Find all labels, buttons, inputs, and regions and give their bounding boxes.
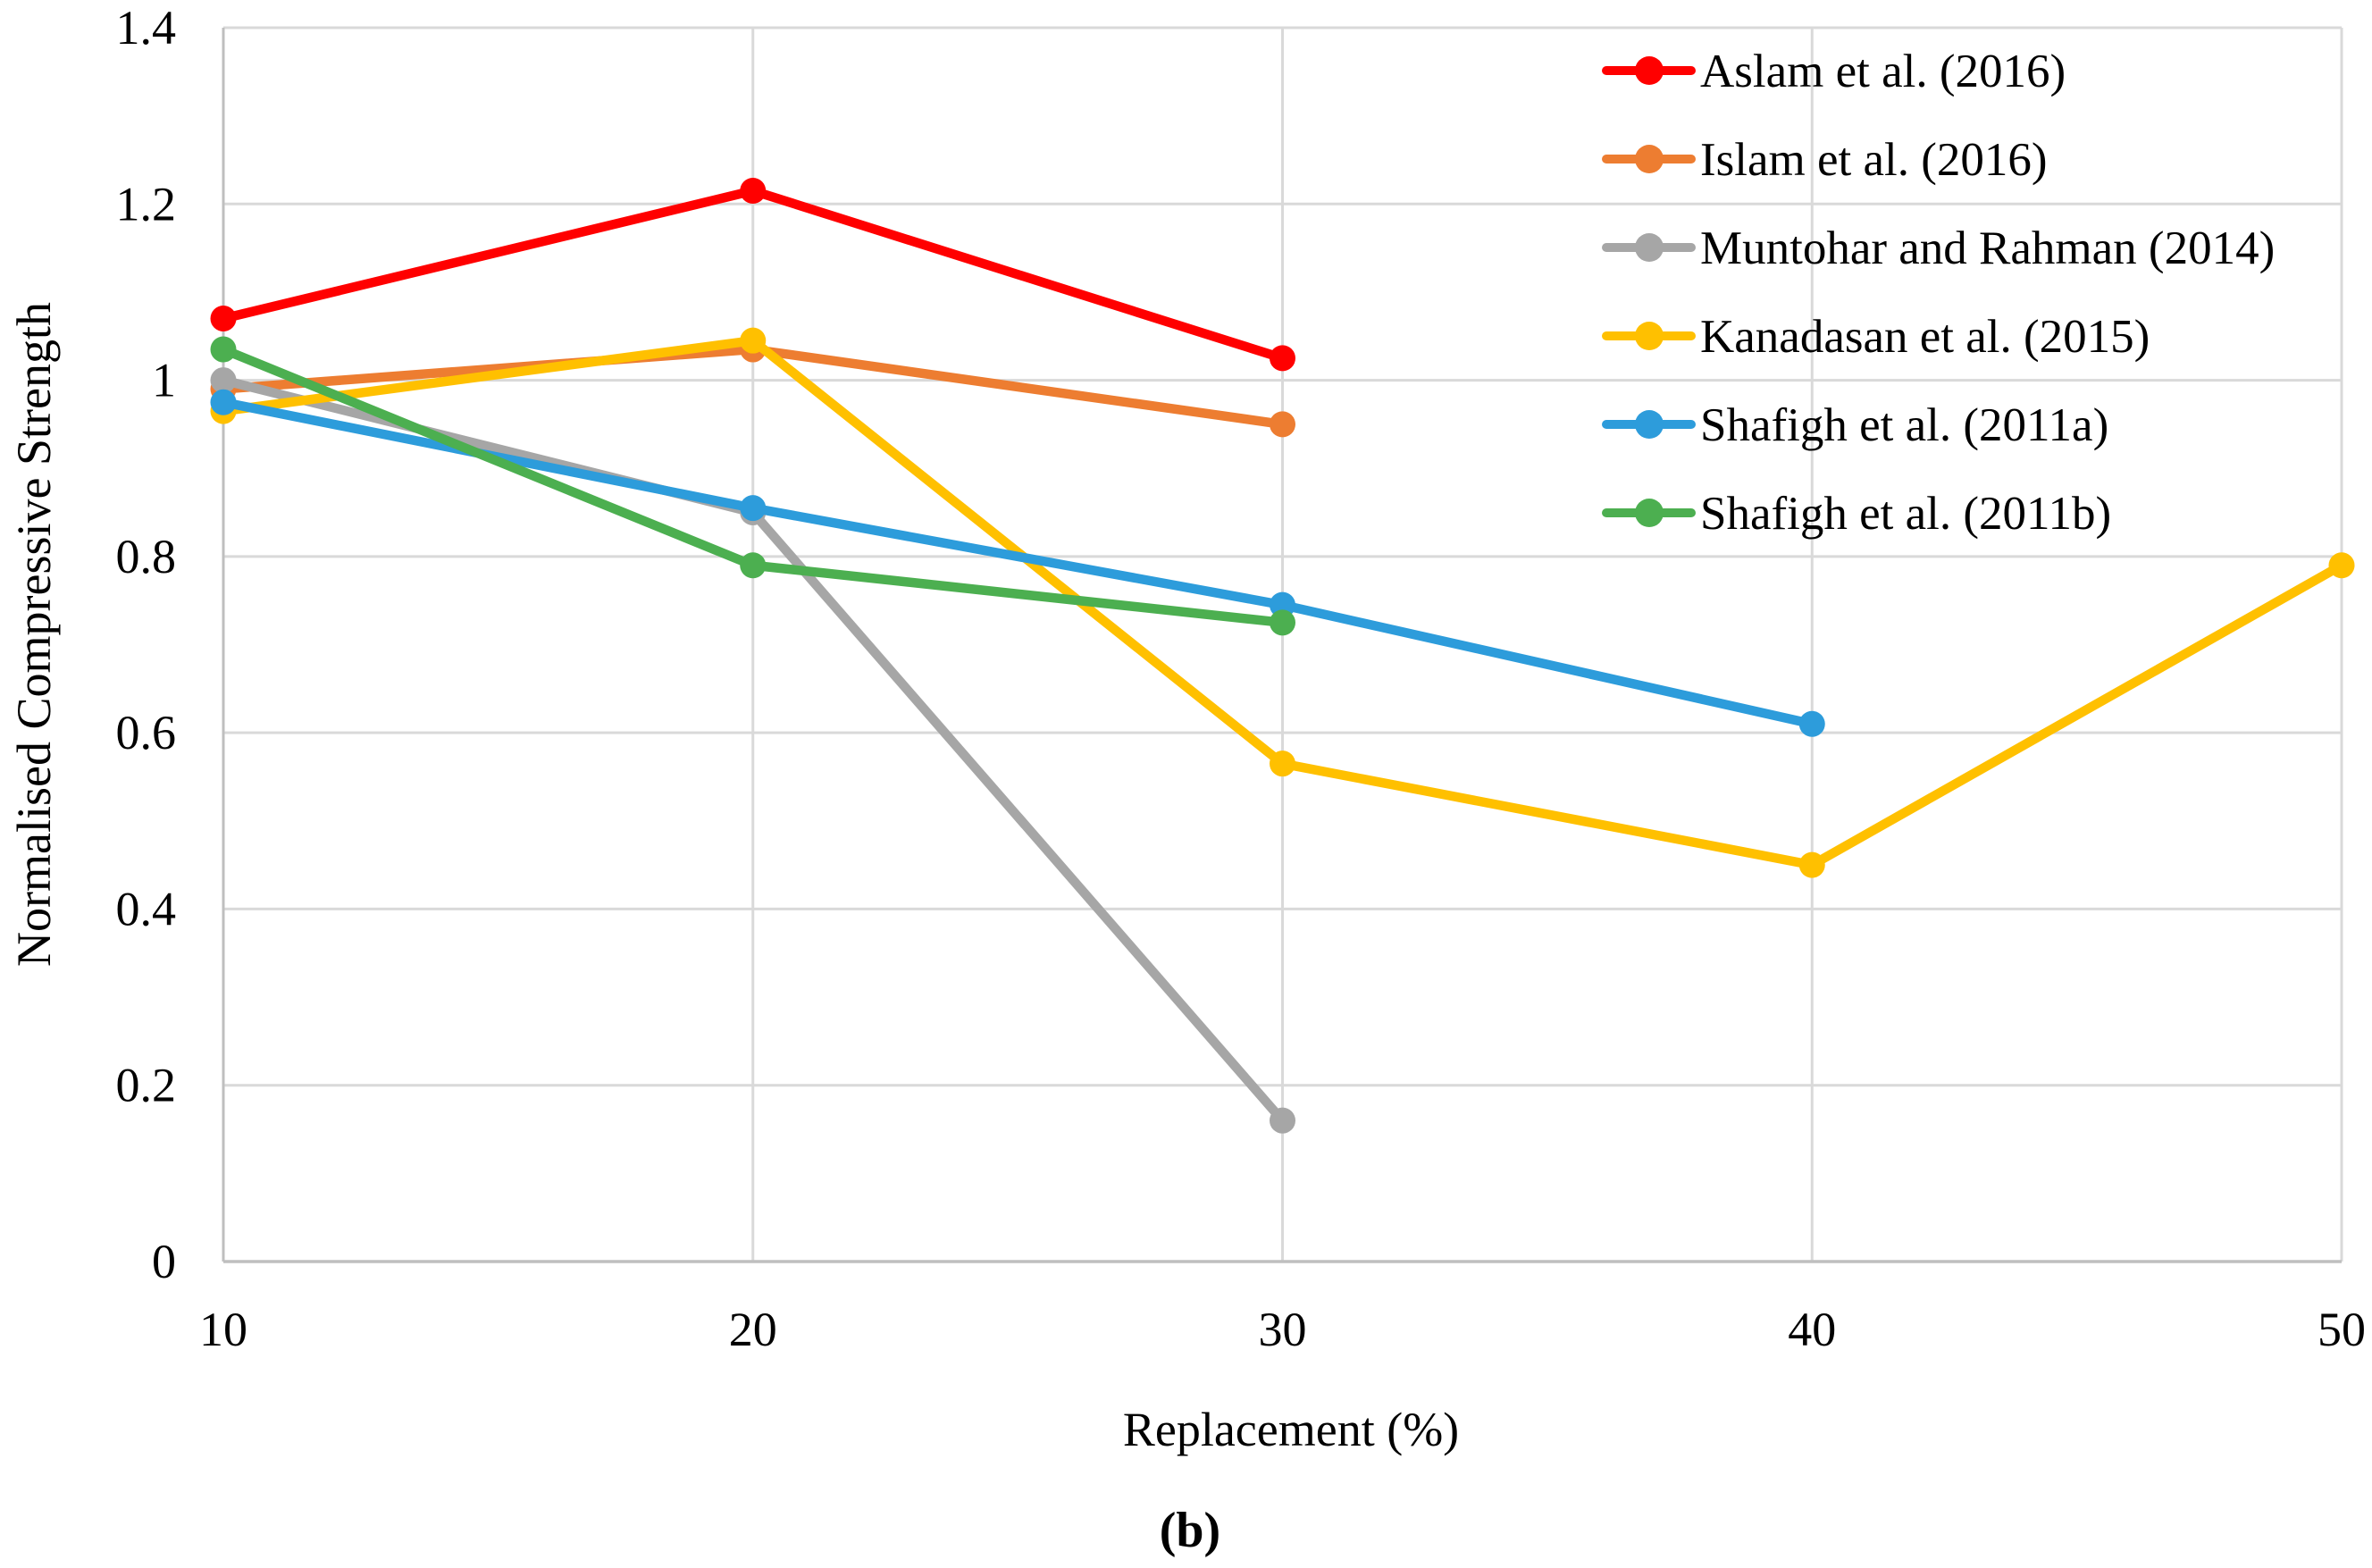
y-tick-label: 1.2 [116,177,177,231]
y-axis-tick-labels: 0 0.2 0.4 0.6 0.8 1 1.2 1.4 [116,1,177,1288]
gridlines [222,26,2343,1263]
data-point [740,552,767,579]
legend: Aslam et al. (2016) Islam et al. (2016) Mu… [1602,46,2275,540]
x-tick-label: 40 [1788,1303,1836,1356]
legend-label: Muntohar and Rahman (2014) [1700,222,2275,274]
data-point [1270,609,1295,636]
legend-marker-swatch [1635,56,1664,85]
series-4 [210,327,2355,878]
legend-label: Shafigh et al. (2011a) [1700,399,2108,451]
x-tick-label: 10 [199,1303,247,1356]
legend-item: Aslam et al. (2016) [1602,46,2066,97]
axes [222,28,2342,1263]
data-series [210,177,2355,1134]
legend-item: Muntohar and Rahman (2014) [1602,222,2275,274]
legend-item: Islam et al. (2016) [1602,134,2048,186]
data-point [1270,1107,1295,1134]
x-axis-title: Replacement (%) [1123,1403,1459,1456]
data-point [1270,345,1295,372]
y-tick-label: 0.2 [116,1059,177,1112]
data-point [210,306,237,332]
data-point [740,177,767,204]
series-1 [210,177,1295,372]
legend-item: Kanadasan et al. (2015) [1602,311,2150,363]
x-axis-tick-labels: 10 20 30 40 50 [199,1303,2366,1356]
x-tick-label: 50 [2318,1303,2366,1356]
y-tick-label: 1.4 [116,1,177,55]
y-tick-label: 1 [152,354,176,407]
data-point [740,327,767,354]
legend-label: Shafigh et al. (2011b) [1700,488,2111,540]
data-point [1270,411,1295,438]
data-point [1798,710,1825,737]
legend-label: Aslam et al. (2016) [1700,46,2066,97]
data-point [1798,851,1825,878]
legend-marker-swatch [1635,322,1664,350]
legend-marker-swatch [1635,145,1664,173]
data-point [210,389,237,415]
legend-item: Shafigh et al. (2011b) [1602,488,2111,540]
data-point [210,367,237,394]
data-point [740,495,767,522]
data-point [210,336,237,363]
x-tick-label: 30 [1259,1303,1307,1356]
y-tick-label: 0.6 [116,706,177,759]
legend-label: Kanadasan et al. (2015) [1700,311,2150,363]
y-axis-title: Normalised Compressive Strength [7,302,61,967]
legend-marker-swatch [1635,233,1664,262]
series-6 [210,336,1295,636]
y-tick-label: 0 [152,1235,176,1288]
figure-caption: (b) [1160,1503,1220,1558]
legend-marker-swatch [1635,410,1664,439]
legend-item: Shafigh et al. (2011a) [1602,399,2108,451]
legend-marker-swatch [1635,499,1664,527]
y-tick-label: 0.8 [116,530,177,583]
data-point [1270,750,1295,777]
legend-label: Islam et al. (2016) [1700,134,2048,186]
data-point [2328,552,2355,579]
x-tick-label: 20 [729,1303,777,1356]
y-tick-label: 0.4 [116,882,177,935]
